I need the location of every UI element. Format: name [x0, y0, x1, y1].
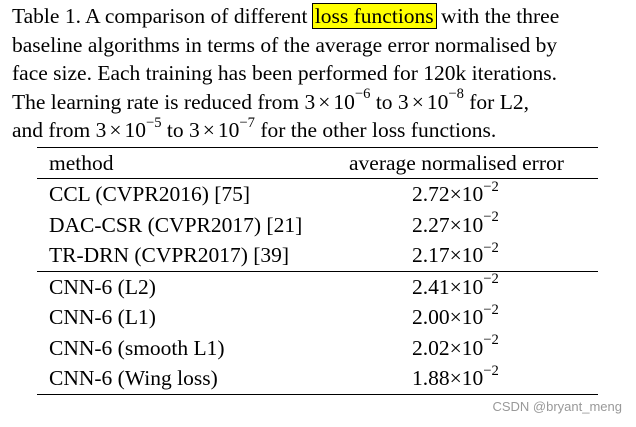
caption-text: to 3: [161, 118, 200, 142]
power-base: 10: [461, 182, 484, 206]
power-base: 10: [461, 335, 484, 360]
table-row: CCL (CVPR2016) [75] 2.72×10−2: [37, 179, 598, 210]
times-sign: ×: [449, 243, 462, 267]
error-cell: 2.41×10−2: [412, 272, 499, 303]
caption-text: for L2,: [463, 89, 529, 114]
power-base: 10: [461, 212, 484, 237]
power-base: 10: [461, 274, 484, 299]
error-mantissa: 2.41: [412, 274, 450, 299]
exponent: −2: [483, 209, 499, 226]
times-sign: ×: [449, 274, 462, 299]
table-header-row: method average normalised error: [37, 148, 598, 178]
error-cell: 2.00×10−2: [412, 302, 499, 333]
times-sign: ×: [449, 366, 462, 390]
table-row: CNN-6 (L2) 2.41×10−2: [37, 272, 598, 303]
times-sign: ×: [318, 89, 331, 114]
caption-line-1: Table 1. A comparison of different loss …: [12, 2, 624, 31]
table-row: CNN-6 (smooth L1) 2.02×10−2: [37, 333, 598, 364]
error-mantissa: 2.00: [412, 305, 450, 329]
exponent: −2: [483, 332, 499, 349]
top-rule: [37, 147, 598, 148]
times-sign: ×: [109, 118, 122, 142]
cnn6-group: CNN-6 (L2) 2.41×10−2 CNN-6 (L1) 2.00×10−2 CN…: [37, 272, 598, 394]
power-base: 10: [333, 89, 355, 114]
error-mantissa: 2.17: [412, 243, 450, 267]
exponent: −8: [448, 86, 464, 103]
caption-text: Table 1. A comparison of different: [12, 4, 313, 28]
baseline-group: CCL (CVPR2016) [75] 2.72×10−2 DAC-CSR (CVP…: [37, 179, 598, 271]
caption-text: with the three: [435, 4, 560, 28]
exponent: −2: [483, 362, 499, 379]
times-sign: ×: [449, 335, 462, 360]
highlighted-phrase: loss functions: [311, 3, 437, 29]
method-cell: CNN-6 (Wing loss): [49, 366, 218, 390]
group-divider-rule: [37, 270, 598, 272]
bottom-rule: [37, 393, 598, 395]
power-base: 10: [461, 243, 484, 267]
caption-line-3: face size. Each training has been perfor…: [12, 61, 558, 85]
method-cell: CNN-6 (L1): [49, 305, 156, 329]
times-sign: ×: [411, 89, 424, 114]
column-header-method: method: [49, 151, 114, 175]
error-cell: 1.88×10−2: [412, 363, 499, 394]
method-cell: DAC-CSR (CVPR2017) [21]: [49, 212, 303, 237]
header-rule: [37, 178, 598, 179]
table-row: TR-DRN (CVPR2017) [39] 2.17×10−2: [37, 240, 598, 271]
error-cell: 2.27×10−2: [412, 210, 499, 241]
exponent: −5: [145, 114, 162, 131]
times-sign: ×: [202, 118, 215, 142]
power-base: 10: [217, 118, 240, 142]
caption-text: to 3: [370, 89, 409, 114]
power-base: 10: [124, 118, 146, 142]
exponent: −7: [239, 114, 255, 131]
times-sign: ×: [449, 212, 462, 237]
exponent: −6: [354, 86, 371, 103]
exponent: −2: [483, 178, 499, 195]
exponent: −2: [483, 239, 499, 256]
power-base: 10: [426, 89, 449, 114]
times-sign: ×: [449, 182, 462, 206]
error-mantissa: 2.72: [412, 182, 450, 206]
column-header-error: average normalised error: [349, 151, 564, 175]
method-cell: CNN-6 (smooth L1): [49, 335, 225, 360]
error-mantissa: 2.02: [412, 335, 450, 360]
caption-text: for the other loss functions.: [254, 118, 497, 142]
table-row: DAC-CSR (CVPR2017) [21] 2.27×10−2: [37, 210, 598, 241]
caption-text: and from 3: [12, 118, 107, 142]
error-cell: 2.17×10−2: [412, 240, 499, 271]
method-cell: CCL (CVPR2016) [75]: [49, 182, 251, 206]
method-cell: TR-DRN (CVPR2017) [39]: [49, 243, 290, 267]
table-caption: Table 1. A comparison of different loss …: [12, 2, 624, 145]
method-cell: CNN-6 (L2): [49, 274, 156, 299]
watermark: CSDN @bryant_meng: [492, 399, 622, 414]
caption-line-2: baseline algorithms in terms of the aver…: [12, 32, 558, 57]
exponent: −2: [483, 271, 499, 288]
power-base: 10: [461, 305, 484, 329]
error-cell: 2.72×10−2: [412, 179, 499, 210]
error-cell: 2.02×10−2: [412, 333, 499, 364]
error-mantissa: 2.27: [412, 212, 450, 237]
exponent: −2: [483, 301, 499, 318]
table-row: CNN-6 (L1) 2.00×10−2: [37, 302, 598, 333]
results-table: method average normalised error CCL (CVP…: [37, 147, 598, 395]
power-base: 10: [461, 366, 484, 390]
caption-text: The learning rate is reduced from 3: [12, 89, 316, 114]
caption-line-5: and from 3 × 10−5 to 3 × 10−7 for the other …: [12, 114, 624, 145]
caption-line-4: The learning rate is reduced from 3 × 10−6…: [12, 86, 624, 117]
table-row: CNN-6 (Wing loss) 1.88×10−2: [37, 363, 598, 394]
times-sign: ×: [449, 305, 462, 329]
error-mantissa: 1.88: [412, 366, 450, 390]
